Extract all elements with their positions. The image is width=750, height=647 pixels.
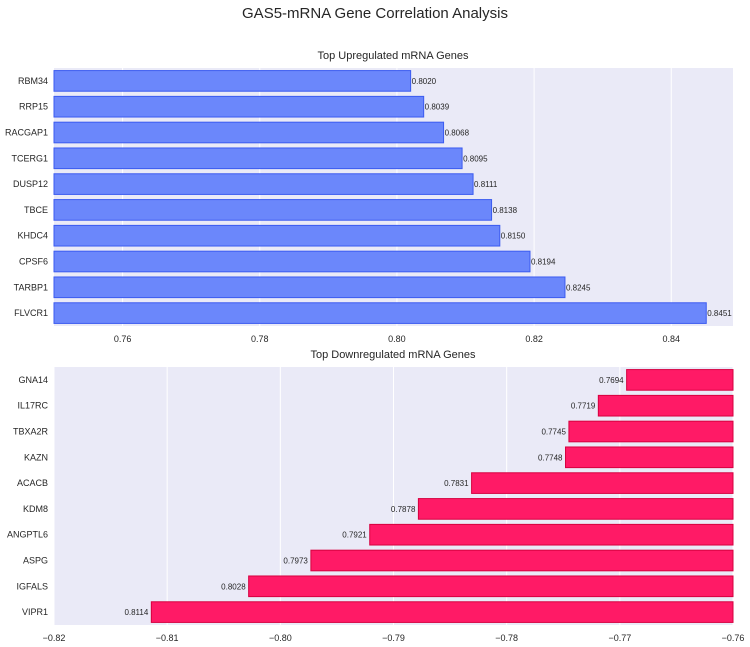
up-y-tick-label: RBM34 [18,76,48,86]
down-y-tick-label: IGFALS [16,581,48,591]
up-data-label: 0.8451 [707,309,732,318]
down-data-label: 0.7878 [391,505,416,514]
up-data-label: 0.8039 [425,103,450,112]
down-y-tick-label: VIPR1 [22,607,48,617]
down-x-tick-label: −0.77 [608,633,631,643]
down-bar [310,549,734,572]
up-x-tick-label: 0.84 [663,334,681,344]
up-data-label: 0.8194 [531,258,556,267]
figure-title: GAS5-mRNA Gene Correlation Analysis [242,5,508,22]
upregulated-panel: Top Upregulated mRNA Genes 0.76 0.78 0.80 0… [5,50,733,344]
up-y-tick-label: TCERG1 [11,153,48,163]
down-x-tick-label: −0.82 [43,633,66,643]
up-data-label: 0.8138 [493,206,518,215]
up-data-label: 0.8068 [445,129,470,138]
down-x-tick-label: −0.76 [722,633,745,643]
down-bar [369,523,734,546]
up-x-tick-label: 0.80 [388,334,406,344]
down-bar [626,369,734,391]
up-y-tick-label: TARBP1 [14,282,48,292]
down-data-label: 0.7921 [342,531,367,540]
up-bar [53,173,474,195]
down-y-tick-label: GNA14 [18,375,48,385]
up-y-tick-label: KHDC4 [17,231,48,241]
down-bar [471,472,734,494]
downregulated-panel: Top Downregulated mRNA Genes −0.82 −0.81 −… [7,349,744,643]
down-bar [565,446,734,469]
up-data-label: 0.8245 [566,283,591,292]
upregulated-panel-title: Top Upregulated mRNA Genes [317,50,469,62]
up-bar [53,121,445,144]
up-y-tick-label: DUSP12 [13,179,48,189]
down-data-label: 0.7831 [444,479,469,488]
down-y-tick-label: TBXA2R [13,427,49,437]
up-bar [53,70,412,92]
down-x-tick-label: −0.79 [382,633,405,643]
up-y-tick-label: TBCE [24,205,48,215]
up-bar [53,250,531,273]
down-y-tick-label: ACACB [17,478,48,488]
up-x-tick-label: 0.76 [114,334,132,344]
down-y-tick-label: KAZN [24,452,48,462]
up-bar [53,147,463,170]
down-data-label: 0.8114 [124,608,148,617]
down-bar [150,601,734,623]
down-x-tick-label: −0.81 [156,633,179,643]
up-y-tick-label: RACGAP1 [5,128,48,138]
down-bar [417,498,734,520]
up-bar [53,95,425,118]
up-bar [53,224,501,247]
down-x-tick-label: −0.78 [495,633,518,643]
down-y-tick-label: IL17RC [17,401,48,411]
down-data-label: 0.7973 [283,557,308,566]
up-data-label: 0.8095 [463,154,488,163]
down-y-tick-label: ANGPTL6 [7,530,48,540]
down-x-tick-label: −0.80 [269,633,292,643]
up-x-tick-label: 0.82 [525,334,543,344]
up-y-tick-label: FLVCR1 [14,308,48,318]
down-y-tick-label: ASPG [23,556,48,566]
downregulated-panel-title: Top Downregulated mRNA Genes [310,349,476,361]
up-x-tick-label: 0.78 [251,334,269,344]
down-bar [597,394,734,417]
down-y-tick-label: KDM8 [23,504,48,514]
down-data-label: 0.7694 [599,376,624,385]
down-data-label: 0.8028 [221,582,246,591]
down-bar [248,575,734,598]
up-bar [53,302,707,324]
up-data-label: 0.8020 [412,77,437,86]
up-bar [53,199,493,221]
down-data-label: 0.7745 [541,428,566,437]
up-data-label: 0.8111 [474,180,498,189]
down-data-label: 0.7748 [538,453,563,462]
up-data-label: 0.8150 [501,232,526,241]
down-bar [568,420,734,443]
up-y-tick-label: CPSF6 [19,257,48,267]
up-y-tick-label: RRP15 [19,102,48,112]
down-data-label: 0.7719 [571,402,596,411]
up-bar [53,276,566,299]
